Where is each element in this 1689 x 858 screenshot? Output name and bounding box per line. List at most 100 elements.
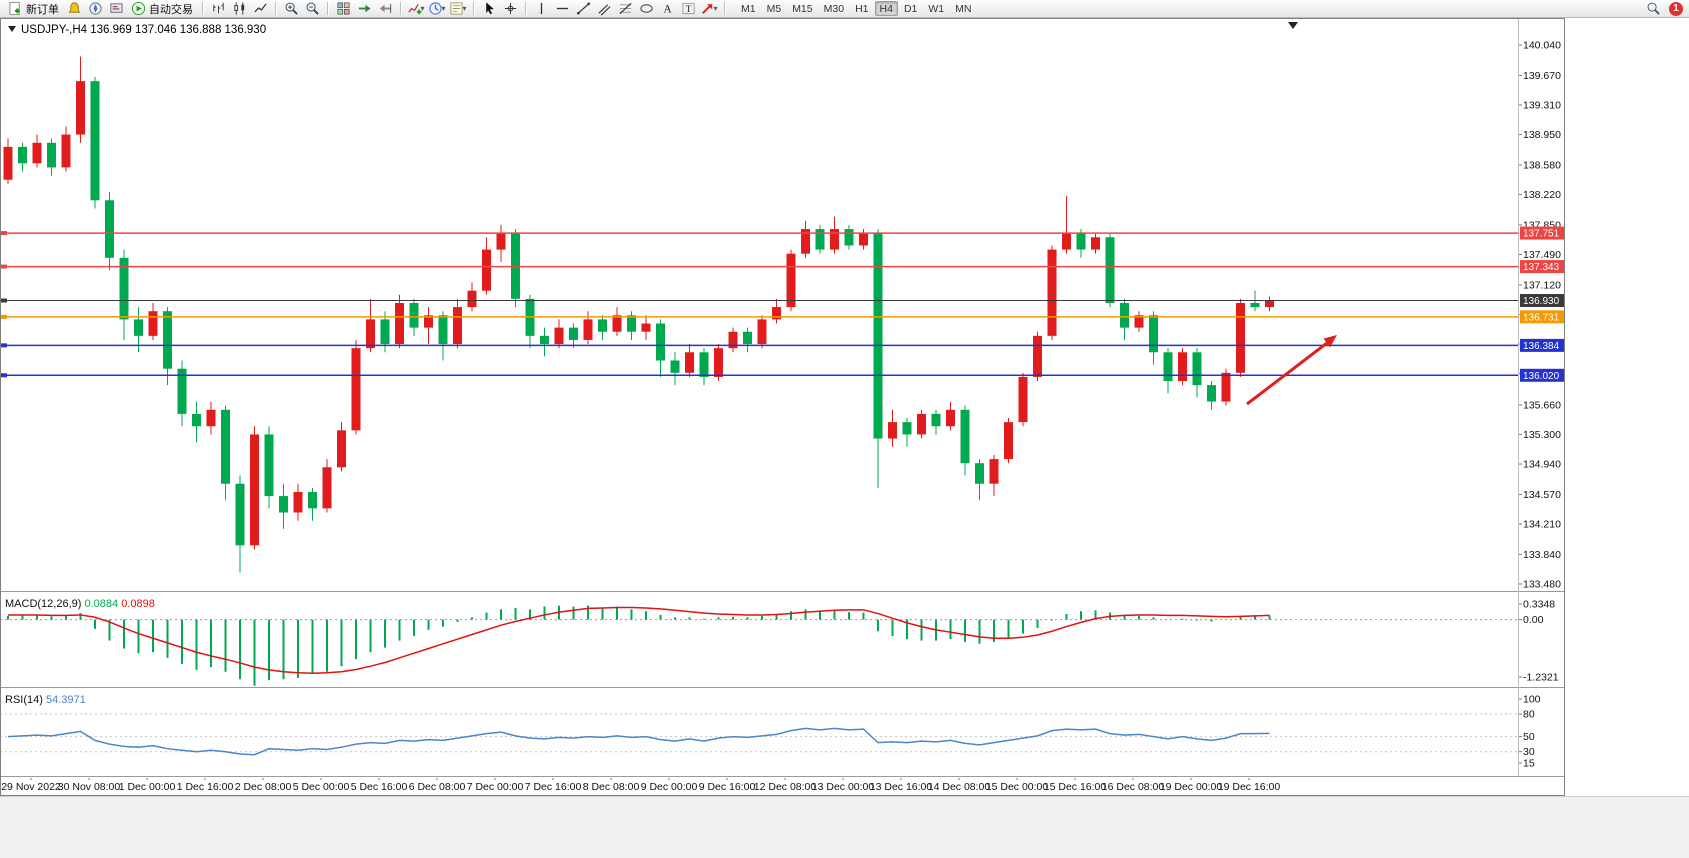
toolbar-separator	[202, 2, 203, 15]
timeframe-d1-button[interactable]: D1	[903, 3, 918, 15]
timeframe-mn-button[interactable]: MN	[955, 3, 972, 15]
zoom-in-button[interactable]	[281, 1, 301, 17]
notification-badge[interactable]: 1	[1669, 1, 1683, 16]
candle-up	[786, 253, 796, 308]
market-watch-button[interactable]	[64, 1, 84, 17]
candle-down	[264, 434, 274, 497]
terminal-button[interactable]	[106, 1, 126, 17]
label-button[interactable]: T	[678, 1, 698, 17]
time-axis-label: 1 Dec 16:00	[177, 781, 234, 793]
horizontal-line-button[interactable]	[552, 1, 572, 17]
hline-handle[interactable]	[1, 231, 7, 236]
templates-icon	[450, 2, 464, 15]
timeframe-h1-button[interactable]: H1	[855, 3, 869, 15]
time-axis-label: 14 Dec 08:00	[928, 781, 991, 793]
candle-up	[888, 422, 897, 439]
timeframe-h4-button[interactable]: H4	[874, 1, 898, 16]
trendline-button[interactable]	[573, 1, 593, 17]
main-price-panel[interactable]: USDJPY-,H4 136.969 137.046 136.888 136.9…	[0, 22, 1518, 573]
line-chart-button[interactable]	[250, 1, 270, 17]
time-axis-label: 5 Dec 00:00	[293, 781, 350, 793]
cursor-icon	[485, 2, 494, 15]
timeframe-m5-button[interactable]: M5	[766, 3, 782, 15]
auto-scroll-button[interactable]	[354, 1, 374, 17]
price-axis[interactable]: 140.040 139.670 139.310 138.950 138.580 138.2…	[1518, 40, 1565, 591]
templates-button[interactable]: ▾	[448, 1, 468, 17]
auto-trading-icon	[131, 1, 146, 16]
navigator-button[interactable]	[85, 1, 105, 17]
timeframe-m15-button[interactable]: M15	[792, 3, 813, 15]
macd-signal-line	[8, 606, 1270, 674]
candle-up	[76, 81, 85, 135]
tile-windows-button[interactable]	[333, 1, 353, 17]
candle-up	[453, 307, 462, 345]
shapes-button[interactable]	[636, 1, 656, 17]
vertical-line-button[interactable]	[531, 1, 551, 17]
candles-layer	[3, 56, 1274, 573]
price-chart[interactable]: USDJPY-,H4 136.969 137.046 136.888 136.9…	[0, 18, 1565, 796]
price-axis-label: 139.670	[1523, 70, 1561, 82]
candle-down	[235, 483, 245, 546]
bar-chart-button[interactable]	[208, 1, 228, 17]
candle-down	[119, 257, 129, 320]
candle-down	[192, 413, 201, 427]
hline-handle[interactable]	[1, 373, 7, 378]
time-axis-label: 2 Dec 08:00	[235, 781, 292, 793]
axis-price-flag	[1520, 294, 1565, 308]
candle-down	[902, 422, 912, 435]
timeframe-w1-button[interactable]: W1	[928, 3, 945, 15]
chart-shift-button[interactable]	[375, 1, 395, 17]
rsi-axis-label: 50	[1523, 731, 1535, 743]
candle-up	[467, 290, 477, 308]
macd-panel[interactable]: 0.3348 0.00 -1.2321 MACD(12,26,9) 0.0884 0.…	[0, 598, 1559, 686]
chart-menu-arrow-icon[interactable]	[8, 26, 16, 32]
time-axis-label: 13 Dec 16:00	[870, 781, 933, 793]
chart-shift-marker[interactable]	[1288, 22, 1298, 29]
channel-button[interactable]	[594, 1, 614, 17]
cursor-button[interactable]	[479, 1, 499, 17]
hline-handle[interactable]	[1, 314, 7, 319]
indicators-button[interactable]: ▾	[406, 1, 426, 17]
candle-up	[1062, 233, 1071, 250]
text-button[interactable]: A	[657, 1, 677, 17]
auto-trading-label: 自动交易	[149, 3, 193, 16]
candle-up	[1265, 300, 1274, 308]
candle-up	[1018, 376, 1028, 423]
terminal-icon	[109, 3, 123, 13]
price-axis-label: 138.580	[1523, 159, 1561, 171]
arrow-annotation[interactable]	[1246, 335, 1337, 406]
hline-handle[interactable]	[1, 343, 7, 348]
zoom-out-button[interactable]	[302, 1, 322, 17]
hline-handle[interactable]	[1, 264, 7, 269]
rsi-axis-label: 80	[1523, 709, 1535, 721]
hline-handle[interactable]	[1, 298, 7, 303]
periods-button[interactable]: ▾	[427, 1, 447, 17]
dropdown-caret-icon: ▾	[713, 4, 718, 13]
arrows-button[interactable]: ▾	[699, 1, 719, 17]
crosshair-icon	[504, 2, 516, 15]
candle-up	[859, 233, 868, 246]
time-axis-label: 19 Dec 00:00	[1160, 781, 1223, 793]
timeframe-m1-button[interactable]: M1	[741, 3, 756, 15]
auto-trading-button[interactable]: 自动交易	[127, 1, 197, 17]
search-button[interactable]	[1643, 1, 1663, 17]
candle-up	[830, 229, 839, 250]
dropdown-caret-icon: ▾	[420, 4, 425, 13]
candle-up	[989, 459, 999, 484]
axis-price-flag-label: 136.930	[1523, 296, 1560, 307]
timeframe-toolbar: M1 M5 M15 M30 H1 H4 D1 W1 MN	[736, 1, 976, 16]
toolbar-separator	[724, 2, 725, 15]
candle-up	[801, 229, 810, 254]
new-order-button[interactable]: 新订单	[4, 1, 63, 17]
navigator-icon	[88, 2, 102, 15]
price-axis-label: 140.040	[1523, 40, 1561, 52]
crosshair-button[interactable]	[500, 1, 520, 17]
candlestick-chart-button[interactable]	[229, 1, 249, 17]
candle-up	[293, 491, 303, 513]
price-axis-label: 138.950	[1523, 129, 1561, 141]
timeframe-m30-button[interactable]: M30	[823, 3, 845, 15]
fibonacci-button[interactable]	[615, 1, 635, 17]
